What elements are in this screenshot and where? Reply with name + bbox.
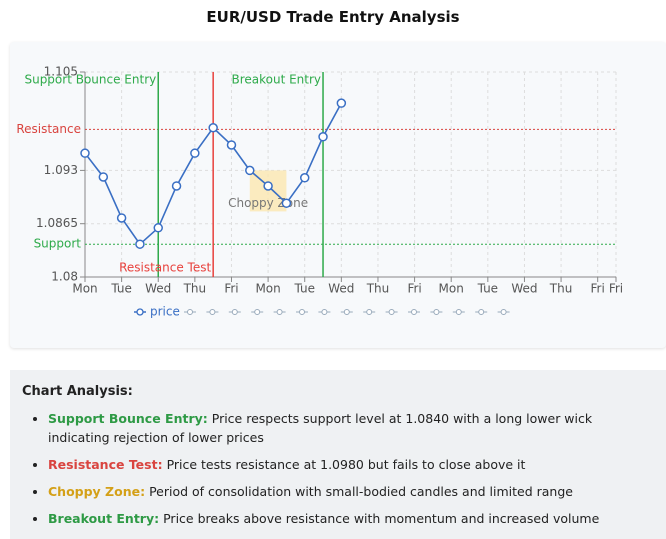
x-tick-label: Tue bbox=[293, 282, 315, 296]
price-point bbox=[171, 181, 182, 191]
legend-placeholder-marker bbox=[231, 309, 238, 315]
chart-title: EUR/USD Trade Entry Analysis bbox=[206, 8, 460, 26]
analysis-item: Resistance Test: Price tests resistance … bbox=[48, 455, 654, 474]
x-tick-label: Tue bbox=[477, 282, 499, 296]
analysis-label: Support Bounce Entry: bbox=[48, 411, 208, 426]
entry-label: Resistance Test bbox=[119, 261, 211, 275]
x-tick-label: Mon bbox=[72, 282, 97, 296]
legend-placeholder-marker bbox=[433, 309, 440, 315]
legend-label: price bbox=[150, 305, 180, 319]
legend-placeholder-marker bbox=[366, 309, 373, 315]
x-tick-label: Tue bbox=[110, 282, 132, 296]
price-point bbox=[318, 132, 328, 142]
price-point bbox=[299, 173, 310, 183]
x-tick-label: Mon bbox=[439, 282, 464, 296]
analysis-text: Price tests resistance at 1.0980 but fai… bbox=[166, 457, 526, 472]
y-tick-label: 1.08 bbox=[51, 270, 78, 284]
level-label: Resistance bbox=[16, 122, 81, 136]
y-tick-label: 1.093 bbox=[44, 163, 78, 177]
analysis-text: Price respects support level at 1.0840 w… bbox=[48, 411, 593, 445]
x-tick-label: Fri bbox=[407, 282, 421, 296]
x-tick-label: Mon bbox=[255, 282, 280, 296]
price-point bbox=[190, 148, 200, 158]
legend-placeholder-marker bbox=[276, 309, 283, 315]
analysis-item: Choppy Zone: Period of consolidation wit… bbox=[48, 482, 654, 501]
x-tick-label: Thu bbox=[549, 282, 573, 296]
y-tick-label: 1.105 bbox=[44, 65, 78, 79]
price-point bbox=[263, 181, 273, 191]
price-point bbox=[98, 172, 109, 182]
price-point bbox=[135, 239, 145, 249]
x-tick-label: Thu bbox=[183, 282, 207, 296]
legend-placeholder-marker bbox=[187, 309, 193, 315]
zone-label: Choppy Zone bbox=[228, 196, 308, 210]
analysis-text: Price breaks above resistance with momen… bbox=[163, 511, 600, 526]
legend-placeholder-marker bbox=[209, 309, 216, 315]
analysis-label: Breakout Entry: bbox=[48, 511, 160, 526]
x-tick-label: Thu bbox=[366, 282, 390, 296]
legend-placeholder-marker bbox=[254, 309, 261, 315]
x-tick-label: Fri bbox=[591, 282, 605, 296]
price-point bbox=[80, 148, 90, 158]
legend-placeholder-marker bbox=[299, 309, 305, 315]
chart: 1.08 1.0865 1.093 1.105 Mon Tue Wed Thu Fri Mon Tu… bbox=[16, 65, 623, 319]
legend-placeholder-marker bbox=[500, 309, 507, 315]
price-point bbox=[245, 165, 255, 176]
legend-placeholder-marker bbox=[455, 309, 462, 315]
analysis-item: Breakout Entry: Price breaks above resis… bbox=[48, 509, 654, 528]
analysis-text: Period of consolidation with small-bodie… bbox=[149, 484, 573, 499]
analysis-label: Choppy Zone: bbox=[48, 484, 146, 499]
legend-marker bbox=[136, 308, 144, 316]
price-point bbox=[153, 223, 163, 233]
analysis-list: Support Bounce Entry: Price respects sup… bbox=[22, 409, 654, 528]
analysis-title: Chart Analysis: bbox=[22, 384, 133, 399]
entry-label: Breakout Entry bbox=[231, 73, 321, 87]
x-tick-label: Fri bbox=[609, 282, 623, 296]
legend-placeholder-marker bbox=[388, 309, 395, 315]
price-point bbox=[336, 98, 347, 108]
legend-placeholder-marker bbox=[343, 309, 350, 315]
analysis-panel: Chart Analysis: Support Bounce Entry: Pr… bbox=[10, 370, 666, 539]
y-tick-label: 1.0865 bbox=[36, 216, 78, 230]
analysis-label: Resistance Test: bbox=[48, 457, 163, 472]
price-point bbox=[116, 213, 127, 223]
legend-placeholder-marker bbox=[321, 309, 328, 315]
legend-placeholder-marker bbox=[411, 309, 417, 315]
x-tick-label: Wed bbox=[511, 282, 537, 296]
entry-label: Support Bounce Entry bbox=[24, 73, 156, 87]
analysis-item: Support Bounce Entry: Price respects sup… bbox=[48, 409, 654, 447]
legend-placeholder-marker bbox=[478, 309, 485, 315]
choppy-zone bbox=[249, 170, 287, 212]
chart-card bbox=[10, 42, 666, 348]
x-tick-label: Fri bbox=[224, 282, 238, 296]
level-label: Support bbox=[34, 237, 82, 251]
price-point bbox=[208, 123, 218, 133]
price-point bbox=[281, 198, 292, 208]
x-tick-label: Wed bbox=[328, 282, 354, 296]
price-point bbox=[226, 140, 237, 150]
x-tick-label: Wed bbox=[145, 282, 171, 296]
